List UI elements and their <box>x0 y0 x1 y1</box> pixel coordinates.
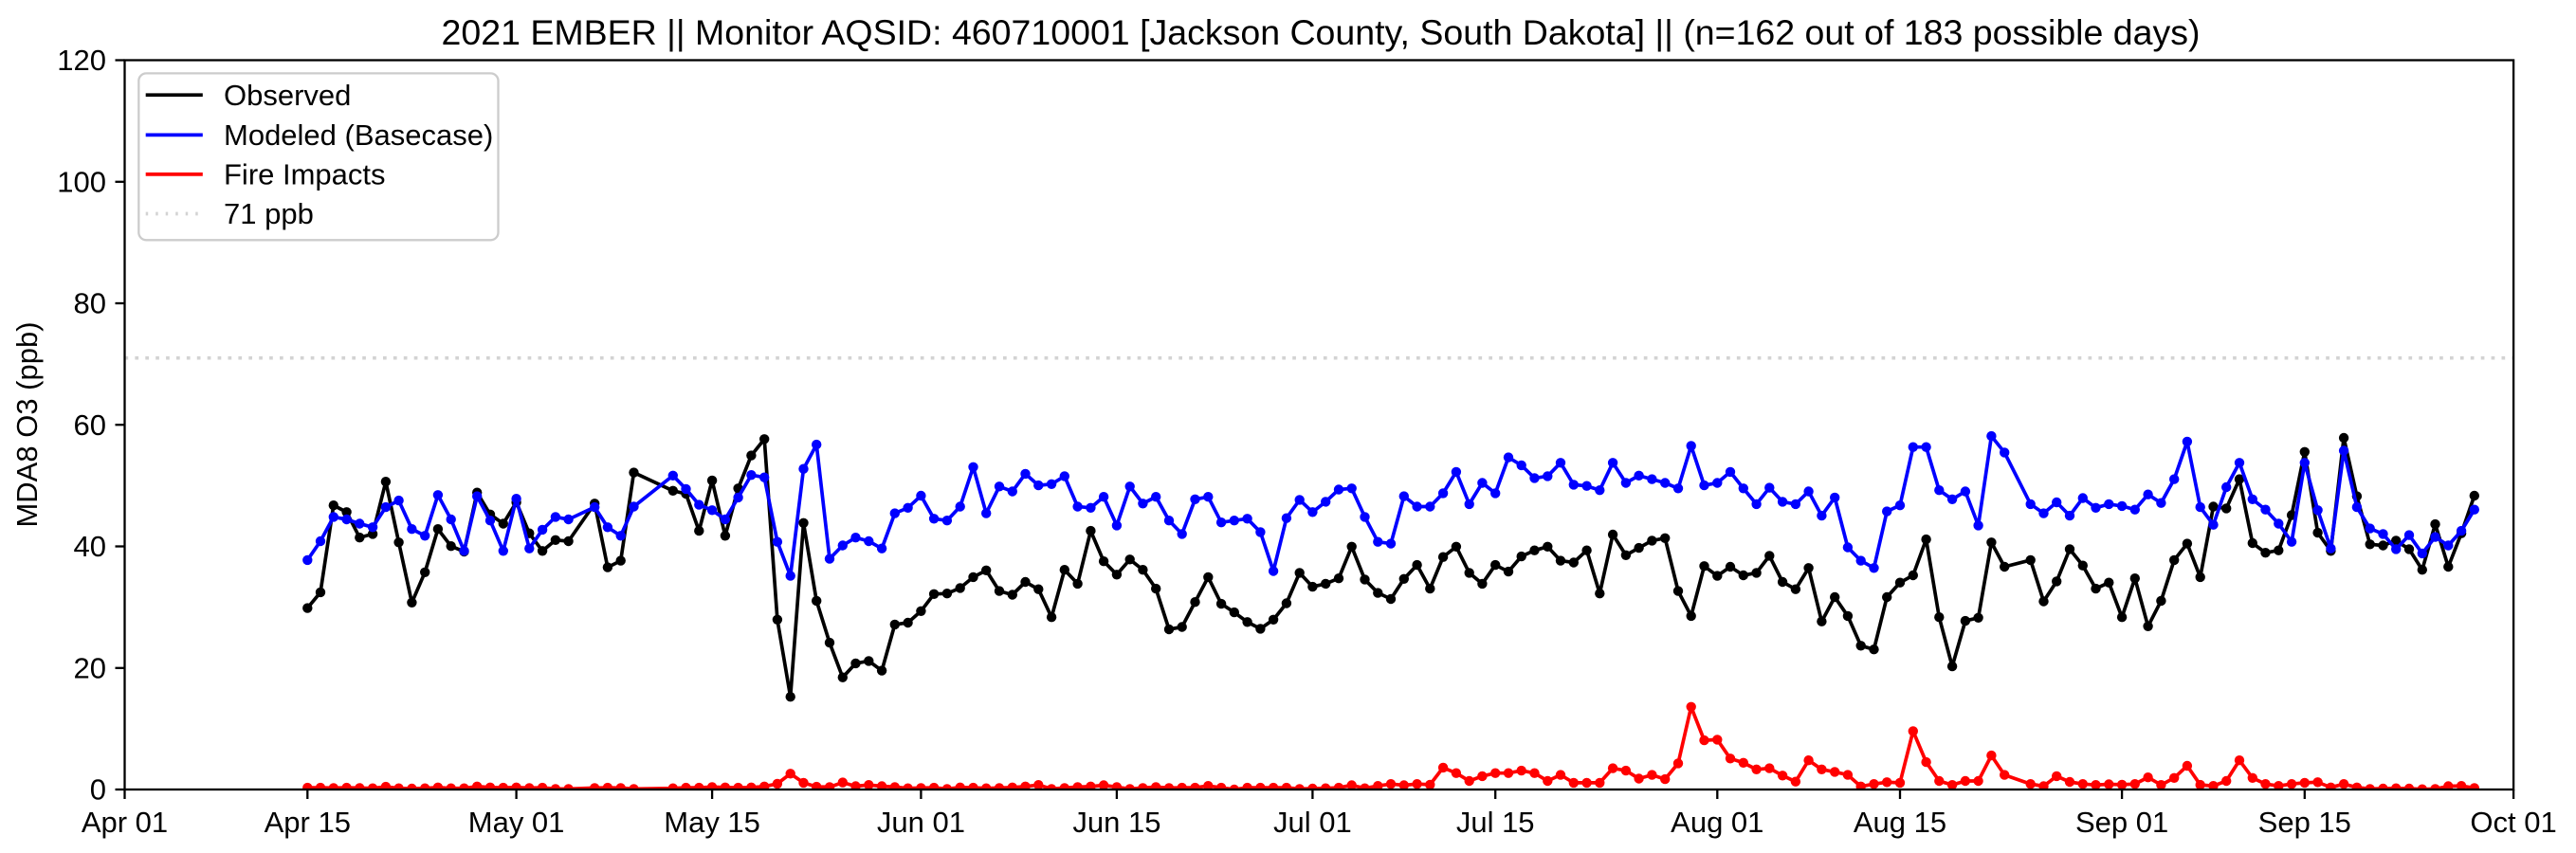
svg-text:May 15: May 15 <box>664 806 760 839</box>
svg-text:Apr 01: Apr 01 <box>82 806 168 839</box>
svg-text:120: 120 <box>57 44 106 77</box>
svg-text:71 ppb: 71 ppb <box>224 197 314 230</box>
svg-text:Oct 01: Oct 01 <box>2470 806 2556 839</box>
svg-text:Sep 01: Sep 01 <box>2075 806 2168 839</box>
svg-text:2021 EMBER || Monitor AQSID: 4: 2021 EMBER || Monitor AQSID: 460710001 [… <box>442 12 2201 52</box>
svg-text:40: 40 <box>74 530 106 563</box>
svg-text:Sep 15: Sep 15 <box>2258 806 2351 839</box>
svg-text:MDA8 O3 (ppb): MDA8 O3 (ppb) <box>10 321 44 527</box>
svg-text:Apr 15: Apr 15 <box>265 806 351 839</box>
svg-text:Modeled (Basecase): Modeled (Basecase) <box>224 118 493 152</box>
svg-text:80: 80 <box>74 287 106 320</box>
svg-text:Aug 15: Aug 15 <box>1854 806 1946 839</box>
svg-text:20: 20 <box>74 652 106 685</box>
svg-text:0: 0 <box>90 773 106 807</box>
svg-text:Jul 01: Jul 01 <box>1273 806 1352 839</box>
svg-text:Jul 15: Jul 15 <box>1456 806 1535 839</box>
svg-text:60: 60 <box>74 408 106 442</box>
svg-text:Jun 01: Jun 01 <box>877 806 965 839</box>
svg-text:100: 100 <box>57 165 106 198</box>
svg-text:Fire Impacts: Fire Impacts <box>224 158 386 191</box>
svg-text:Jun 15: Jun 15 <box>1072 806 1160 839</box>
svg-text:Observed: Observed <box>224 79 351 112</box>
svg-text:May 01: May 01 <box>468 806 565 839</box>
svg-text:Aug 01: Aug 01 <box>1671 806 1763 839</box>
